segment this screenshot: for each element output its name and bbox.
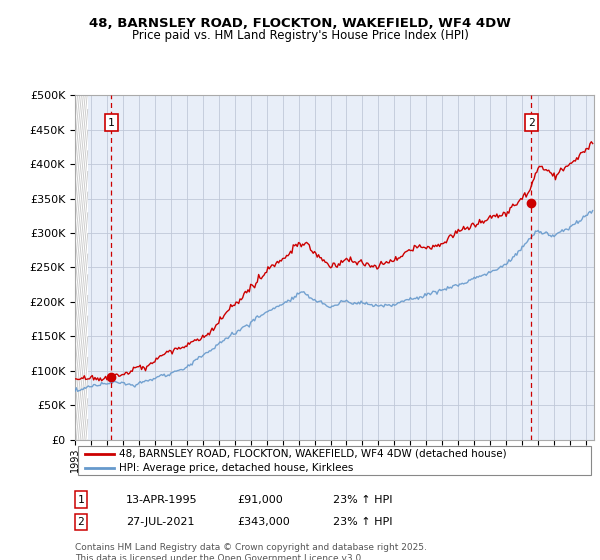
Text: 27-JUL-2021: 27-JUL-2021	[126, 517, 194, 527]
Text: 2: 2	[77, 517, 85, 527]
Text: 23% ↑ HPI: 23% ↑ HPI	[333, 494, 392, 505]
FancyBboxPatch shape	[77, 446, 592, 475]
Text: Contains HM Land Registry data © Crown copyright and database right 2025.
This d: Contains HM Land Registry data © Crown c…	[75, 543, 427, 560]
Text: £91,000: £91,000	[237, 494, 283, 505]
Text: 1: 1	[108, 118, 115, 128]
Text: HPI: Average price, detached house, Kirklees: HPI: Average price, detached house, Kirk…	[119, 463, 353, 473]
Text: 48, BARNSLEY ROAD, FLOCKTON, WAKEFIELD, WF4 4DW (detached house): 48, BARNSLEY ROAD, FLOCKTON, WAKEFIELD, …	[119, 449, 507, 459]
Text: £343,000: £343,000	[237, 517, 290, 527]
Text: Price paid vs. HM Land Registry's House Price Index (HPI): Price paid vs. HM Land Registry's House …	[131, 29, 469, 42]
Text: 48, BARNSLEY ROAD, FLOCKTON, WAKEFIELD, WF4 4DW: 48, BARNSLEY ROAD, FLOCKTON, WAKEFIELD, …	[89, 17, 511, 30]
Text: 13-APR-1995: 13-APR-1995	[126, 494, 197, 505]
Text: 1: 1	[77, 494, 85, 505]
FancyBboxPatch shape	[75, 95, 88, 440]
Text: 23% ↑ HPI: 23% ↑ HPI	[333, 517, 392, 527]
Text: 2: 2	[528, 118, 535, 128]
